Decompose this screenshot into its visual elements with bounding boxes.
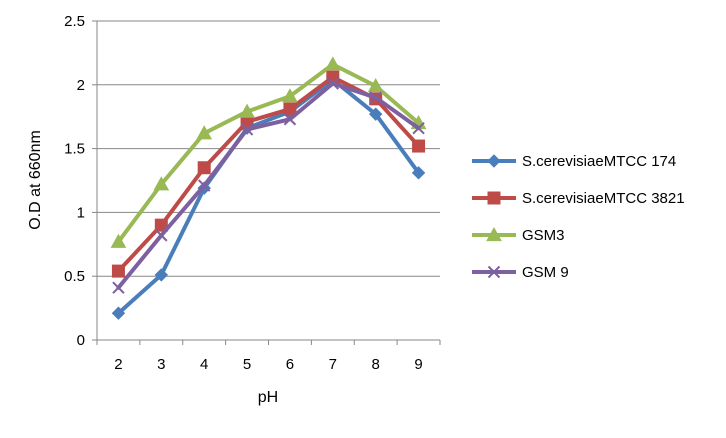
y-tick-label: 2.5	[64, 13, 85, 30]
x-tick-label: 5	[243, 356, 251, 373]
legend-swatch-marker	[487, 191, 501, 205]
data-point-marker	[368, 107, 383, 121]
y-tick-label: 0	[77, 332, 85, 349]
x-tick-label: 7	[329, 356, 337, 373]
axes	[92, 20, 441, 345]
data-point-marker	[367, 78, 384, 93]
data-point-marker	[412, 121, 425, 135]
legend: S.cerevisiaeMTCC 174 S.cerevisiaeMTCC 382…	[472, 153, 685, 281]
data-point-marker	[326, 70, 340, 84]
legend-label: S.cerevisiaeMTCC 174	[522, 153, 676, 170]
data-point-marker	[196, 125, 213, 140]
data-point-marker	[369, 91, 382, 104]
y-tick-label: 0.5	[64, 268, 85, 285]
data-point-marker	[283, 113, 297, 126]
data-point-marker	[197, 161, 211, 175]
legend-swatch-marker	[487, 265, 501, 279]
data-point-marker	[412, 139, 426, 153]
y-tick-labels: 0 0.5 1 1.5 2 2.5	[64, 13, 85, 349]
data-point-marker	[111, 306, 126, 320]
x-tick-label: 2	[114, 356, 122, 373]
legend-item: GSM3	[472, 226, 565, 244]
data-point-marker	[324, 56, 341, 71]
legend-label: S.cerevisiaeMTCC 3821	[522, 190, 685, 207]
y-tick-label: 1.5	[64, 141, 85, 158]
y-tick-label: 1	[77, 204, 85, 221]
x-tick-label: 3	[157, 356, 165, 373]
series-line	[116, 81, 421, 290]
x-tick-label: 6	[286, 356, 294, 373]
series-1	[111, 72, 426, 320]
data-point-marker	[411, 166, 426, 180]
legend-swatch-marker	[487, 154, 501, 168]
y-axis-title: O.D at 660nm	[27, 130, 44, 230]
data-point-marker	[153, 176, 170, 191]
data-point-marker	[110, 233, 127, 248]
y-tick-label: 2	[77, 77, 85, 94]
series-line	[116, 77, 421, 316]
legend-label: GSM 9	[522, 264, 569, 281]
data-point-marker	[282, 88, 298, 103]
x-tick-labels: 2 3 4 5 6 7 8 9	[114, 356, 422, 373]
series-line	[116, 62, 421, 244]
data-point-marker	[326, 77, 340, 90]
data-point-marker	[154, 268, 169, 282]
data-point-marker	[154, 218, 168, 232]
data-point-marker	[239, 103, 255, 118]
x-tick-label: 9	[414, 356, 422, 373]
series	[110, 56, 427, 320]
legend-item: GSM 9	[472, 264, 569, 281]
x-axis-title: pH	[258, 389, 278, 406]
legend-item: S.cerevisiaeMTCC 3821	[472, 190, 685, 207]
legend-swatch-marker	[486, 226, 502, 242]
data-point-marker	[155, 229, 168, 242]
data-point-marker	[283, 102, 297, 116]
data-point-marker	[112, 281, 125, 294]
legend-label: GSM3	[522, 227, 565, 244]
data-point-marker	[111, 264, 125, 278]
data-point-marker	[197, 179, 211, 192]
data-point-marker	[240, 123, 254, 136]
series-line	[116, 75, 421, 274]
x-tick-label: 8	[372, 356, 380, 373]
x-tick-label: 4	[200, 356, 208, 373]
legend-item: S.cerevisiaeMTCC 174	[472, 153, 676, 170]
series-4	[112, 77, 425, 294]
gridlines	[97, 20, 440, 277]
